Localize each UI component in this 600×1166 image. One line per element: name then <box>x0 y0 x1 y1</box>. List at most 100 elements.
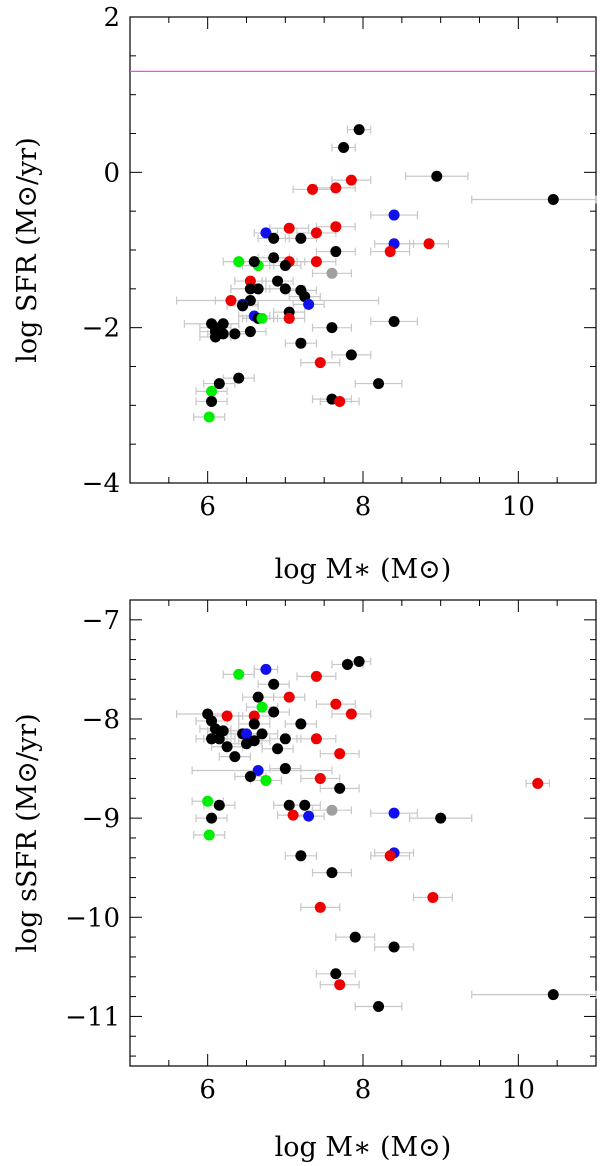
ssfr-data-point <box>272 743 284 755</box>
ssfr-data-point <box>353 655 365 667</box>
ssfr-data-point <box>221 710 233 722</box>
sfr-data-point <box>272 275 284 287</box>
sfr-data-point <box>307 183 319 195</box>
ssfr-data-point <box>532 777 544 789</box>
sfr-data-point <box>388 209 400 221</box>
sfr-data-point <box>353 124 365 136</box>
ssfr-data-point <box>303 810 315 822</box>
ssfr-data-point <box>547 989 559 1001</box>
ssfr-data-point <box>341 658 353 670</box>
sfr-data-point <box>345 349 357 361</box>
sfr-data-point <box>209 331 221 343</box>
sfr-x-tick-label: 8 <box>355 492 372 522</box>
ssfr-x-tick-label: 8 <box>355 1075 372 1105</box>
ssfr-panel: 6 8 10 −11 −10 −9 −8 −7 log M∗ (M⊙) log sSFR (M… <box>12 599 597 1163</box>
sfr-data-point <box>260 227 272 239</box>
ssfr-data-point <box>435 812 447 824</box>
ssfr-data-point <box>202 795 214 807</box>
ssfr-data-point <box>349 931 361 943</box>
sfr-data-point <box>229 328 241 340</box>
sfr-y-tick-label: 0 <box>103 158 120 188</box>
ssfr-data-point <box>241 738 252 750</box>
ssfr-data-point <box>248 710 260 722</box>
ssfr-data-point <box>314 901 326 913</box>
ssfr-data-point <box>229 751 241 763</box>
ssfr-data-point <box>233 668 245 680</box>
sfr-data-point <box>330 221 342 233</box>
ssfr-data-point <box>248 718 260 730</box>
sfr-data-point <box>373 378 385 390</box>
sfr-data-point <box>213 378 225 390</box>
sfr-x-axis-label: log M∗ (M⊙) <box>275 554 452 585</box>
sfr-data-point <box>233 372 245 384</box>
ssfr-x-tick-label: 10 <box>502 1075 535 1105</box>
sfr-data-point <box>279 260 291 272</box>
ssfr-data-point <box>310 670 322 682</box>
ssfr-data-point <box>244 770 256 782</box>
sfr-data-point <box>303 298 315 310</box>
ssfr-y-tick-label: −7 <box>82 606 120 636</box>
ssfr-data-point <box>334 979 346 991</box>
ssfr-data-point <box>213 733 225 745</box>
ssfr-data-point <box>384 850 396 862</box>
ssfr-data-point <box>427 891 439 903</box>
sfr-data-point <box>384 246 396 258</box>
sfr-data-point <box>330 182 342 194</box>
sfr-data-point <box>295 337 307 349</box>
sfr-data-point <box>547 194 559 206</box>
sfr-data-point <box>233 256 245 268</box>
sfr-data-point <box>423 238 435 250</box>
ssfr-data-point <box>279 733 291 745</box>
sfr-y-tick-label: 2 <box>103 3 120 33</box>
sfr-x-tick-label: 6 <box>199 492 216 522</box>
ssfr-data-point <box>330 968 342 980</box>
sfr-x-tick-label: 10 <box>502 492 535 522</box>
sfr-data-point <box>338 141 350 153</box>
sfr-data-point <box>268 232 280 244</box>
sfr-y-tick-label: −4 <box>82 469 120 499</box>
ssfr-data-point <box>310 733 322 745</box>
sfr-data-point <box>225 294 237 306</box>
ssfr-plot-frame <box>129 599 597 1067</box>
sfr-data-point <box>334 395 346 407</box>
sfr-data-point <box>283 222 295 234</box>
ssfr-data-point <box>295 718 307 730</box>
sfr-data-point <box>345 174 357 186</box>
sfr-y-tick-label: −2 <box>82 314 120 344</box>
sfr-data-point <box>310 256 322 268</box>
sfr-panel: 6 8 10 −4 −2 0 2 log M∗ (M⊙) log SFR (M⊙/yr) <box>12 3 597 585</box>
ssfr-data-point <box>287 809 299 821</box>
ssfr-data-point <box>326 804 338 816</box>
ssfr-data-point <box>260 663 272 675</box>
ssfr-data-point <box>326 867 338 879</box>
sfr-data-point <box>206 385 218 397</box>
sfr-data-point <box>283 312 295 324</box>
ssfr-data-point <box>314 772 326 784</box>
ssfr-y-tick-label: −10 <box>65 903 120 933</box>
ssfr-data-point <box>213 799 225 811</box>
ssfr-data-point <box>252 765 264 777</box>
sfr-data-point <box>268 252 280 264</box>
ssfr-data-point <box>268 706 280 718</box>
sfr-plot-frame <box>129 16 597 484</box>
ssfr-data-point <box>268 678 280 690</box>
sfr-data-point <box>279 283 291 295</box>
ssfr-data-point <box>203 829 215 841</box>
ssfr-data-point <box>330 698 342 710</box>
ssfr-x-tick-label: 6 <box>199 1075 216 1105</box>
ssfr-data-point <box>283 799 295 811</box>
ssfr-y-tick-label: −8 <box>82 705 120 735</box>
ssfr-x-axis-label: log M∗ (M⊙) <box>275 1132 452 1163</box>
sfr-data-point <box>244 326 256 338</box>
ssfr-data-point <box>295 850 307 862</box>
ssfr-data-point <box>279 763 291 775</box>
ssfr-data-point <box>260 774 272 786</box>
ssfr-data-point <box>373 1001 385 1013</box>
sfr-data-point <box>431 170 443 182</box>
ssfr-data-point <box>241 728 252 740</box>
sfr-data-point <box>295 232 307 244</box>
sfr-data-point <box>330 246 342 258</box>
ssfr-data-point <box>299 799 311 811</box>
sfr-data-point <box>244 283 256 295</box>
